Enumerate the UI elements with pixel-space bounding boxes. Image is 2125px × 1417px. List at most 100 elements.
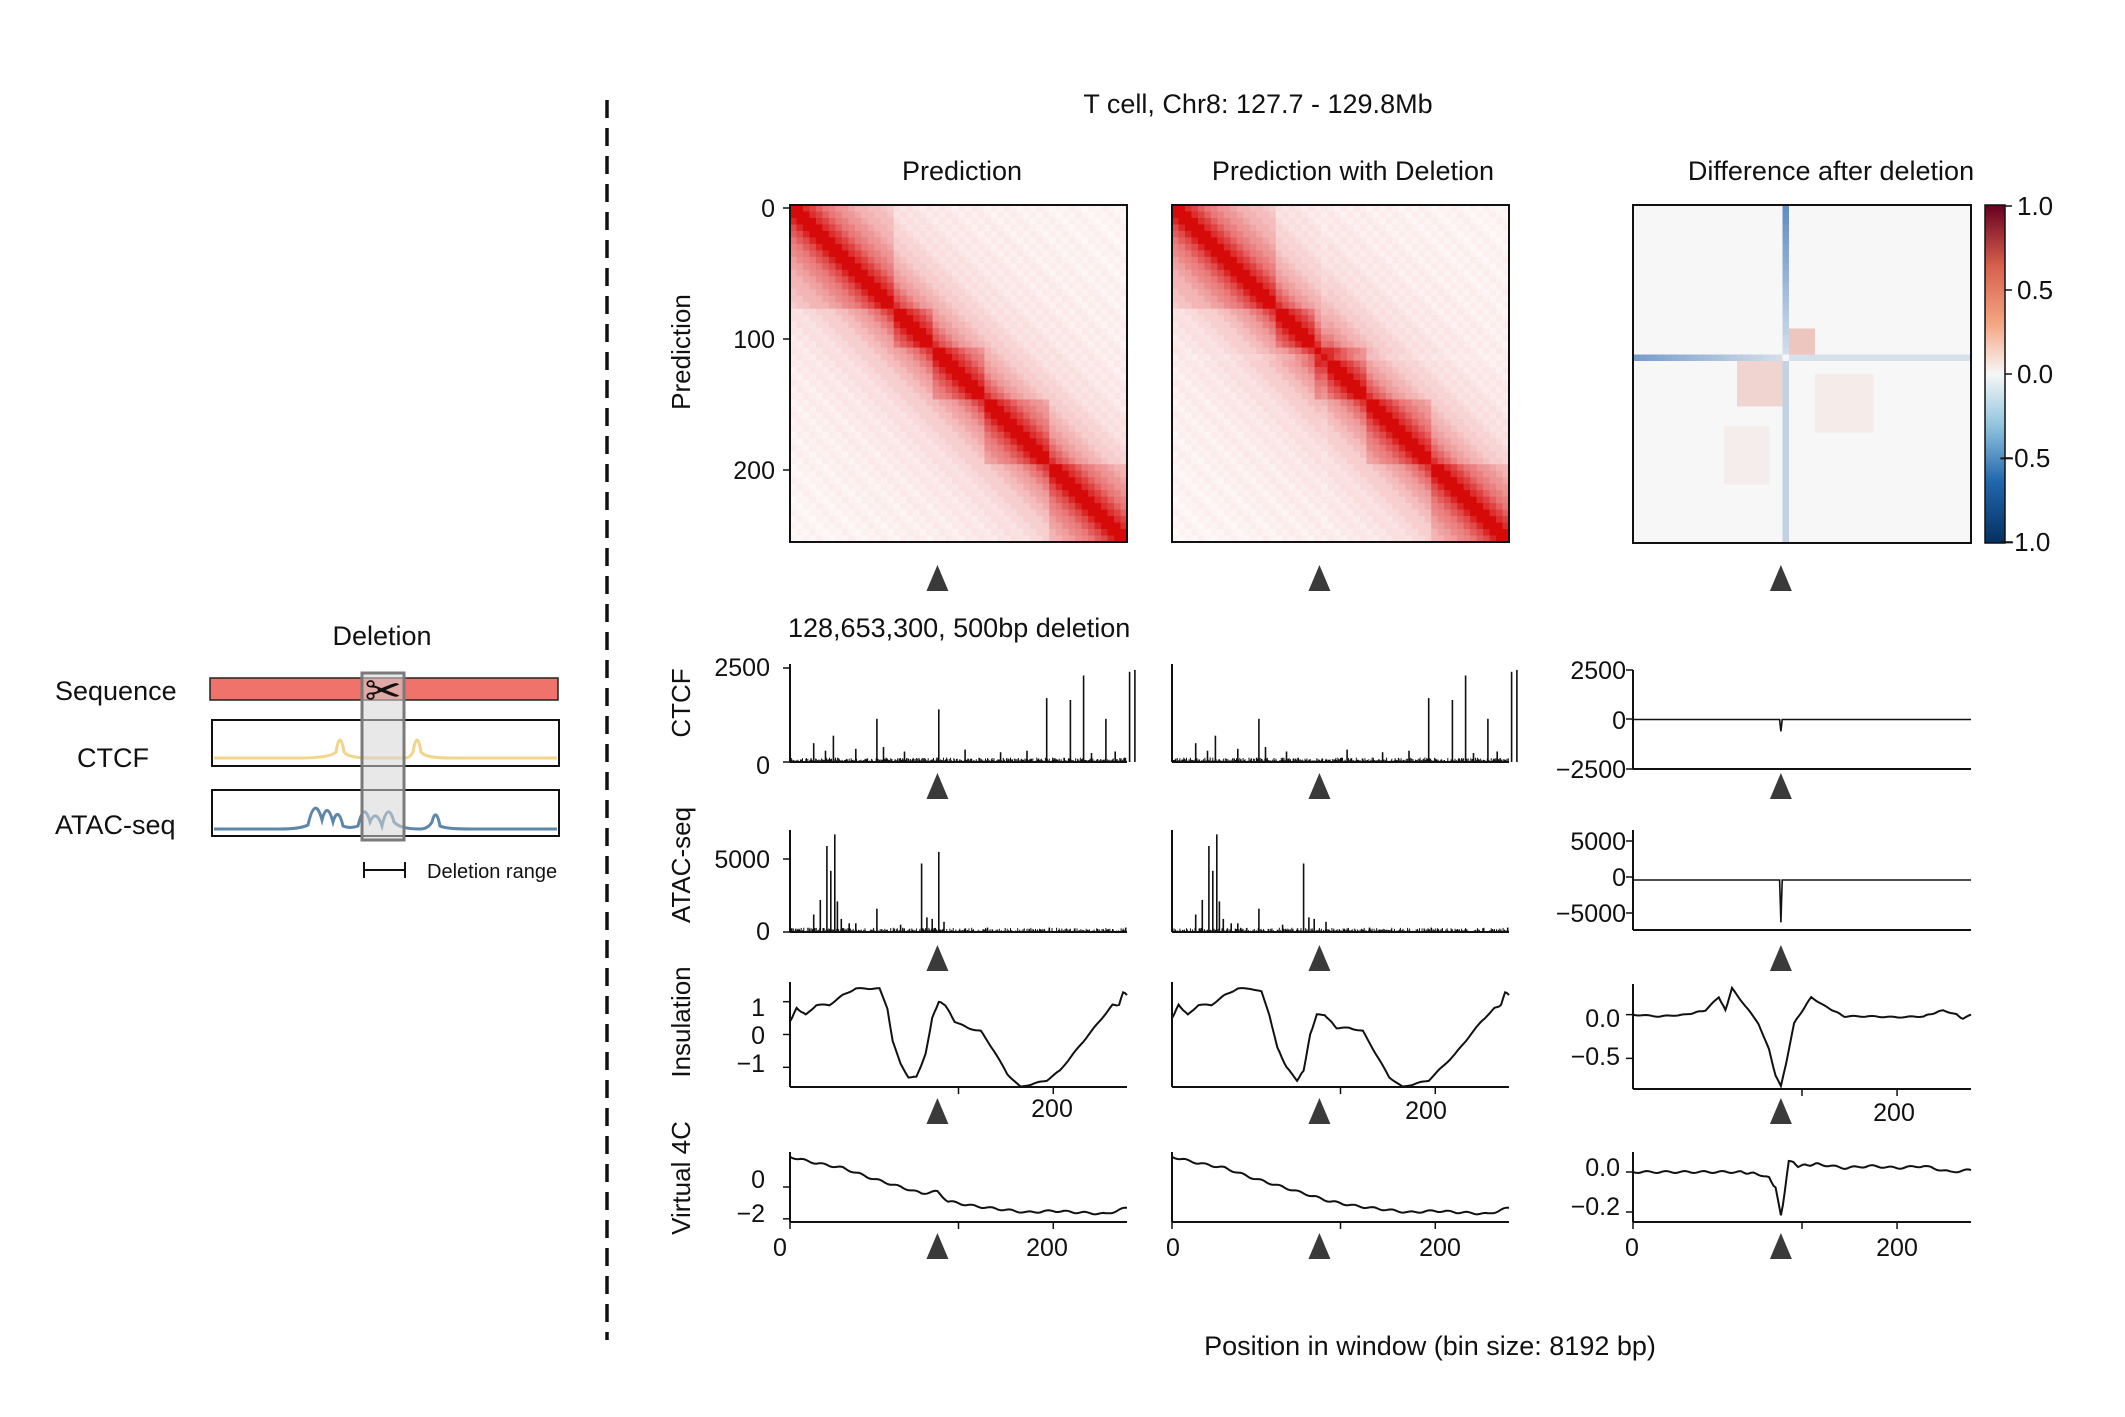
heatmap-cell bbox=[1418, 276, 1426, 284]
heatmap-cell bbox=[1463, 379, 1471, 387]
heatmap-cell bbox=[997, 217, 1005, 225]
heatmap-cell bbox=[1016, 230, 1024, 238]
heatmap-cell bbox=[1392, 328, 1400, 336]
heatmap-cell bbox=[1334, 295, 1341, 303]
heatmap-cell bbox=[1359, 444, 1367, 452]
heatmap-cell bbox=[1398, 477, 1406, 485]
heatmap-cell bbox=[822, 334, 830, 342]
heatmap-cell bbox=[1191, 334, 1199, 342]
heatmap-cell bbox=[1379, 425, 1387, 433]
heatmap-cell bbox=[841, 289, 849, 297]
heatmap-cell bbox=[1411, 237, 1419, 245]
heatmap-cell bbox=[926, 367, 933, 374]
heatmap-cell bbox=[1269, 470, 1277, 478]
heatmap-cell bbox=[1476, 418, 1484, 426]
heatmap-cell bbox=[1431, 243, 1439, 251]
heatmap-cell bbox=[1217, 373, 1225, 381]
heatmap-cell bbox=[874, 230, 882, 238]
heatmap-cell bbox=[1114, 315, 1121, 323]
heatmap-cell bbox=[952, 308, 959, 316]
heatmap-cell bbox=[1016, 360, 1024, 368]
heatmap-cell bbox=[926, 205, 933, 212]
heatmap-cell bbox=[1191, 211, 1199, 219]
heatmap-cell bbox=[1483, 392, 1490, 400]
heatmap-cell bbox=[1437, 269, 1445, 277]
heatmap-cell bbox=[1062, 522, 1070, 530]
heatmap-cell bbox=[1385, 321, 1393, 329]
heatmap-cell bbox=[997, 256, 1005, 264]
heatmap-cell bbox=[790, 425, 797, 433]
heatmap-cell bbox=[1062, 237, 1070, 245]
heatmap-cell bbox=[1088, 302, 1095, 310]
heatmap-cell bbox=[1114, 282, 1121, 290]
heatmap-cell bbox=[802, 347, 810, 355]
heatmap-cell bbox=[861, 379, 869, 387]
heatmap-cell bbox=[867, 418, 875, 426]
heatmap-cell bbox=[1107, 477, 1115, 485]
heatmap-cell bbox=[1107, 405, 1115, 413]
heatmap-cell bbox=[1210, 250, 1218, 258]
heatmap-cell bbox=[1217, 399, 1225, 407]
heatmap-cell bbox=[906, 211, 914, 219]
heatmap-cell bbox=[1470, 477, 1477, 485]
heatmap-cell bbox=[1308, 399, 1315, 407]
heatmap-cell bbox=[1424, 444, 1432, 452]
heatmap-cell bbox=[1288, 217, 1296, 225]
heatmap-cell bbox=[1204, 237, 1212, 245]
heatmap-cell bbox=[1353, 347, 1361, 355]
heatmap-cell bbox=[1353, 438, 1361, 446]
heatmap-cell bbox=[990, 516, 998, 523]
heatmap-cell bbox=[835, 418, 843, 426]
heatmap-cell bbox=[958, 470, 966, 478]
heatmap-cell bbox=[964, 217, 972, 225]
heatmap-cell bbox=[1075, 503, 1083, 510]
heatmap-cell bbox=[945, 237, 953, 245]
heatmap-cell bbox=[1223, 399, 1231, 407]
heatmap-cell bbox=[848, 230, 856, 238]
heatmap-cell bbox=[1346, 217, 1354, 225]
heatmap-cell bbox=[906, 276, 914, 284]
heatmap-cell bbox=[1457, 386, 1465, 394]
heatmap-cell bbox=[964, 418, 972, 426]
heatmap-cell bbox=[1295, 263, 1303, 271]
heatmap-cell bbox=[828, 230, 836, 238]
heatmap-cell bbox=[1023, 405, 1031, 413]
heatmap-cell bbox=[887, 308, 895, 316]
heatmap-cell bbox=[861, 496, 869, 504]
heatmap-cell bbox=[1301, 405, 1309, 413]
heatmap-cell bbox=[1114, 431, 1121, 439]
heatmap-cell bbox=[1197, 360, 1205, 368]
row-label-atac: ATAC-seq bbox=[666, 807, 696, 923]
heatmap-cell bbox=[1340, 399, 1348, 407]
heatmap-cell bbox=[977, 477, 985, 485]
heatmap-cell bbox=[893, 522, 901, 530]
heatmap-cell bbox=[1023, 334, 1031, 342]
heatmap-cell bbox=[1107, 217, 1115, 225]
heatmap-cell bbox=[1178, 405, 1186, 413]
heatmap-cell bbox=[1476, 464, 1484, 472]
heatmap-cell bbox=[1023, 289, 1031, 297]
heatmap-cell bbox=[964, 451, 972, 459]
heatmap-cell bbox=[1411, 379, 1419, 387]
heatmap-cell bbox=[1476, 444, 1484, 452]
heatmap-cell bbox=[900, 308, 908, 316]
heatmap-cell bbox=[815, 477, 823, 485]
heatmap-cell bbox=[1385, 477, 1393, 485]
heatmap-cell bbox=[1366, 477, 1374, 485]
heatmap-cell bbox=[1172, 263, 1179, 271]
heatmap-cell bbox=[1483, 367, 1490, 374]
heatmap-cell bbox=[1269, 444, 1277, 452]
heatmap-cell bbox=[1431, 217, 1439, 225]
heatmap-cell bbox=[1269, 418, 1277, 426]
heatmap-cell bbox=[945, 302, 953, 310]
heatmap-cell bbox=[1068, 412, 1076, 420]
heatmap-cell bbox=[1210, 438, 1218, 446]
heatmap-cell bbox=[997, 522, 1005, 530]
heatmap-cell bbox=[1049, 509, 1057, 517]
heatmap-cell bbox=[1088, 451, 1095, 459]
heatmap-cell bbox=[809, 529, 817, 536]
heatmap-cell bbox=[1418, 392, 1426, 400]
heatmap-cell bbox=[1230, 470, 1238, 478]
heatmap-cell bbox=[1230, 483, 1238, 491]
heatmap-cell bbox=[1075, 457, 1083, 465]
